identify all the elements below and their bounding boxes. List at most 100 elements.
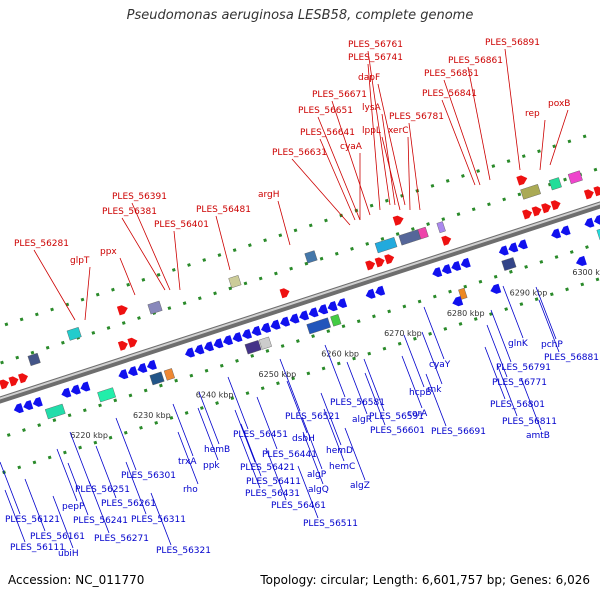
gene-label-bottom: PLES_56691 xyxy=(431,427,486,437)
gene-label-bottom: PLES_56271 xyxy=(94,534,149,544)
leader-line xyxy=(172,403,194,457)
leader-line xyxy=(95,445,117,499)
gene-label-bottom: PLES_56441 xyxy=(262,450,317,460)
gene-label-bottom: cyaY xyxy=(429,360,451,370)
reverse-gene-arrow xyxy=(23,400,34,411)
gene-label-bottom: PLES_56801 xyxy=(490,400,545,410)
leader-line xyxy=(535,286,557,340)
leader-line xyxy=(24,478,46,532)
leader-line xyxy=(215,215,231,271)
tick-label: 6300 kbp xyxy=(572,268,600,277)
reverse-gene-arrow xyxy=(280,316,291,327)
forward-gene-arrow xyxy=(392,215,404,226)
gene-label-top: rep xyxy=(525,109,540,119)
gene-label-top: ppx xyxy=(100,247,117,257)
gene-label-bottom: ppk xyxy=(203,461,220,471)
leader-line xyxy=(425,373,447,427)
gene-label-top: PLES_56401 xyxy=(154,220,209,230)
reverse-gene-arrow xyxy=(80,381,91,392)
gene-label-bottom: pepP xyxy=(62,502,85,512)
reverse-gene-arrow xyxy=(593,214,600,225)
gene-label-bottom: hcpB xyxy=(409,388,432,398)
forward-gene-arrow xyxy=(8,376,19,387)
forward-gene-arrow xyxy=(279,288,290,299)
reverse-gene-arrow xyxy=(498,245,509,256)
gene-block xyxy=(330,314,342,327)
reverse-gene-arrow xyxy=(318,304,329,315)
leader-line xyxy=(84,266,91,321)
gene-label-top: xerC xyxy=(388,126,409,136)
reverse-gene-arrow xyxy=(584,217,595,228)
gene-label-bottom: PLES_56311 xyxy=(131,515,186,525)
leader-line xyxy=(197,407,219,461)
gene-label-bottom: PLES_56121 xyxy=(5,515,60,525)
gene-label-top: glpT xyxy=(70,256,90,266)
leader-line xyxy=(67,462,89,516)
map-title: Pseudomonas aeruginosa LESB58, complete … xyxy=(126,8,474,23)
leader-line xyxy=(317,116,361,221)
reverse-gene-arrow xyxy=(232,332,243,343)
leader-line xyxy=(367,50,391,206)
leader-line xyxy=(125,461,147,515)
reverse-gene-arrow xyxy=(146,359,157,370)
leader-line xyxy=(496,363,518,417)
gene-block xyxy=(501,257,517,271)
leader-line xyxy=(331,100,371,216)
forward-gene-arrow xyxy=(117,340,128,351)
gene-block xyxy=(258,336,272,350)
gene-label-bottom: PLES_56111 xyxy=(10,543,65,553)
tick-label: 6280 kbp xyxy=(447,309,485,318)
gene-label-bottom: corA xyxy=(407,409,428,419)
gene-block xyxy=(97,387,117,403)
gene-block xyxy=(147,300,163,315)
leader-line xyxy=(467,66,491,181)
gene-label-top: PLES_56891 xyxy=(485,38,540,48)
gene-label-bottom: hemD xyxy=(326,446,353,456)
gene-block xyxy=(228,275,242,289)
leader-line xyxy=(69,431,91,485)
reverse-gene-arrow xyxy=(299,310,310,321)
gene-block xyxy=(436,221,446,234)
gene-label-bottom: PLES_56811 xyxy=(502,417,557,427)
forward-gene-arrow xyxy=(0,379,9,390)
leader-line xyxy=(423,306,445,360)
leader-line xyxy=(408,122,421,211)
reverse-gene-arrow xyxy=(308,307,319,318)
gene-label-bottom: PLES_56771 xyxy=(492,378,547,388)
backbone xyxy=(0,201,600,404)
tick-label: 6230 kbp xyxy=(133,411,171,420)
gene-label-top: PLES_56781 xyxy=(389,112,444,122)
gene-block xyxy=(66,326,82,341)
reverse-gene-arrow xyxy=(270,319,281,330)
leader-line xyxy=(234,409,256,463)
leader-line xyxy=(381,136,401,211)
reverse-gene-arrow xyxy=(213,338,224,349)
gene-block xyxy=(596,228,600,241)
reverse-gene-arrow xyxy=(337,298,348,309)
gene-label-bottom: PLES_56601 xyxy=(370,426,425,436)
gene-label-top: PLES_56671 xyxy=(312,90,367,100)
gene-label-bottom: PLES_56511 xyxy=(303,519,358,529)
gene-block xyxy=(163,368,175,381)
gene-label-bottom: PLES_56461 xyxy=(271,501,326,511)
forward-gene-arrow xyxy=(127,337,138,348)
gene-label-top: PLES_56841 xyxy=(422,89,477,99)
leader-line xyxy=(0,461,21,515)
gene-label-bottom: algQ xyxy=(308,485,329,495)
gene-label-bottom: algZ xyxy=(350,481,370,491)
reverse-gene-arrow xyxy=(517,239,528,250)
reverse-gene-arrow xyxy=(375,285,386,296)
leader-line xyxy=(407,136,411,211)
leader-line xyxy=(227,376,249,430)
gene-block xyxy=(244,340,262,355)
gene-block xyxy=(548,177,562,191)
leader-line xyxy=(177,431,199,485)
leader-line xyxy=(198,391,220,445)
leader-line xyxy=(401,355,423,409)
forward-gene-arrow xyxy=(441,235,452,246)
leader-line xyxy=(297,465,319,519)
leader-line xyxy=(538,299,560,353)
reverse-gene-arrow xyxy=(365,288,376,299)
gene-label-bottom: PLES_56411 xyxy=(246,477,301,487)
